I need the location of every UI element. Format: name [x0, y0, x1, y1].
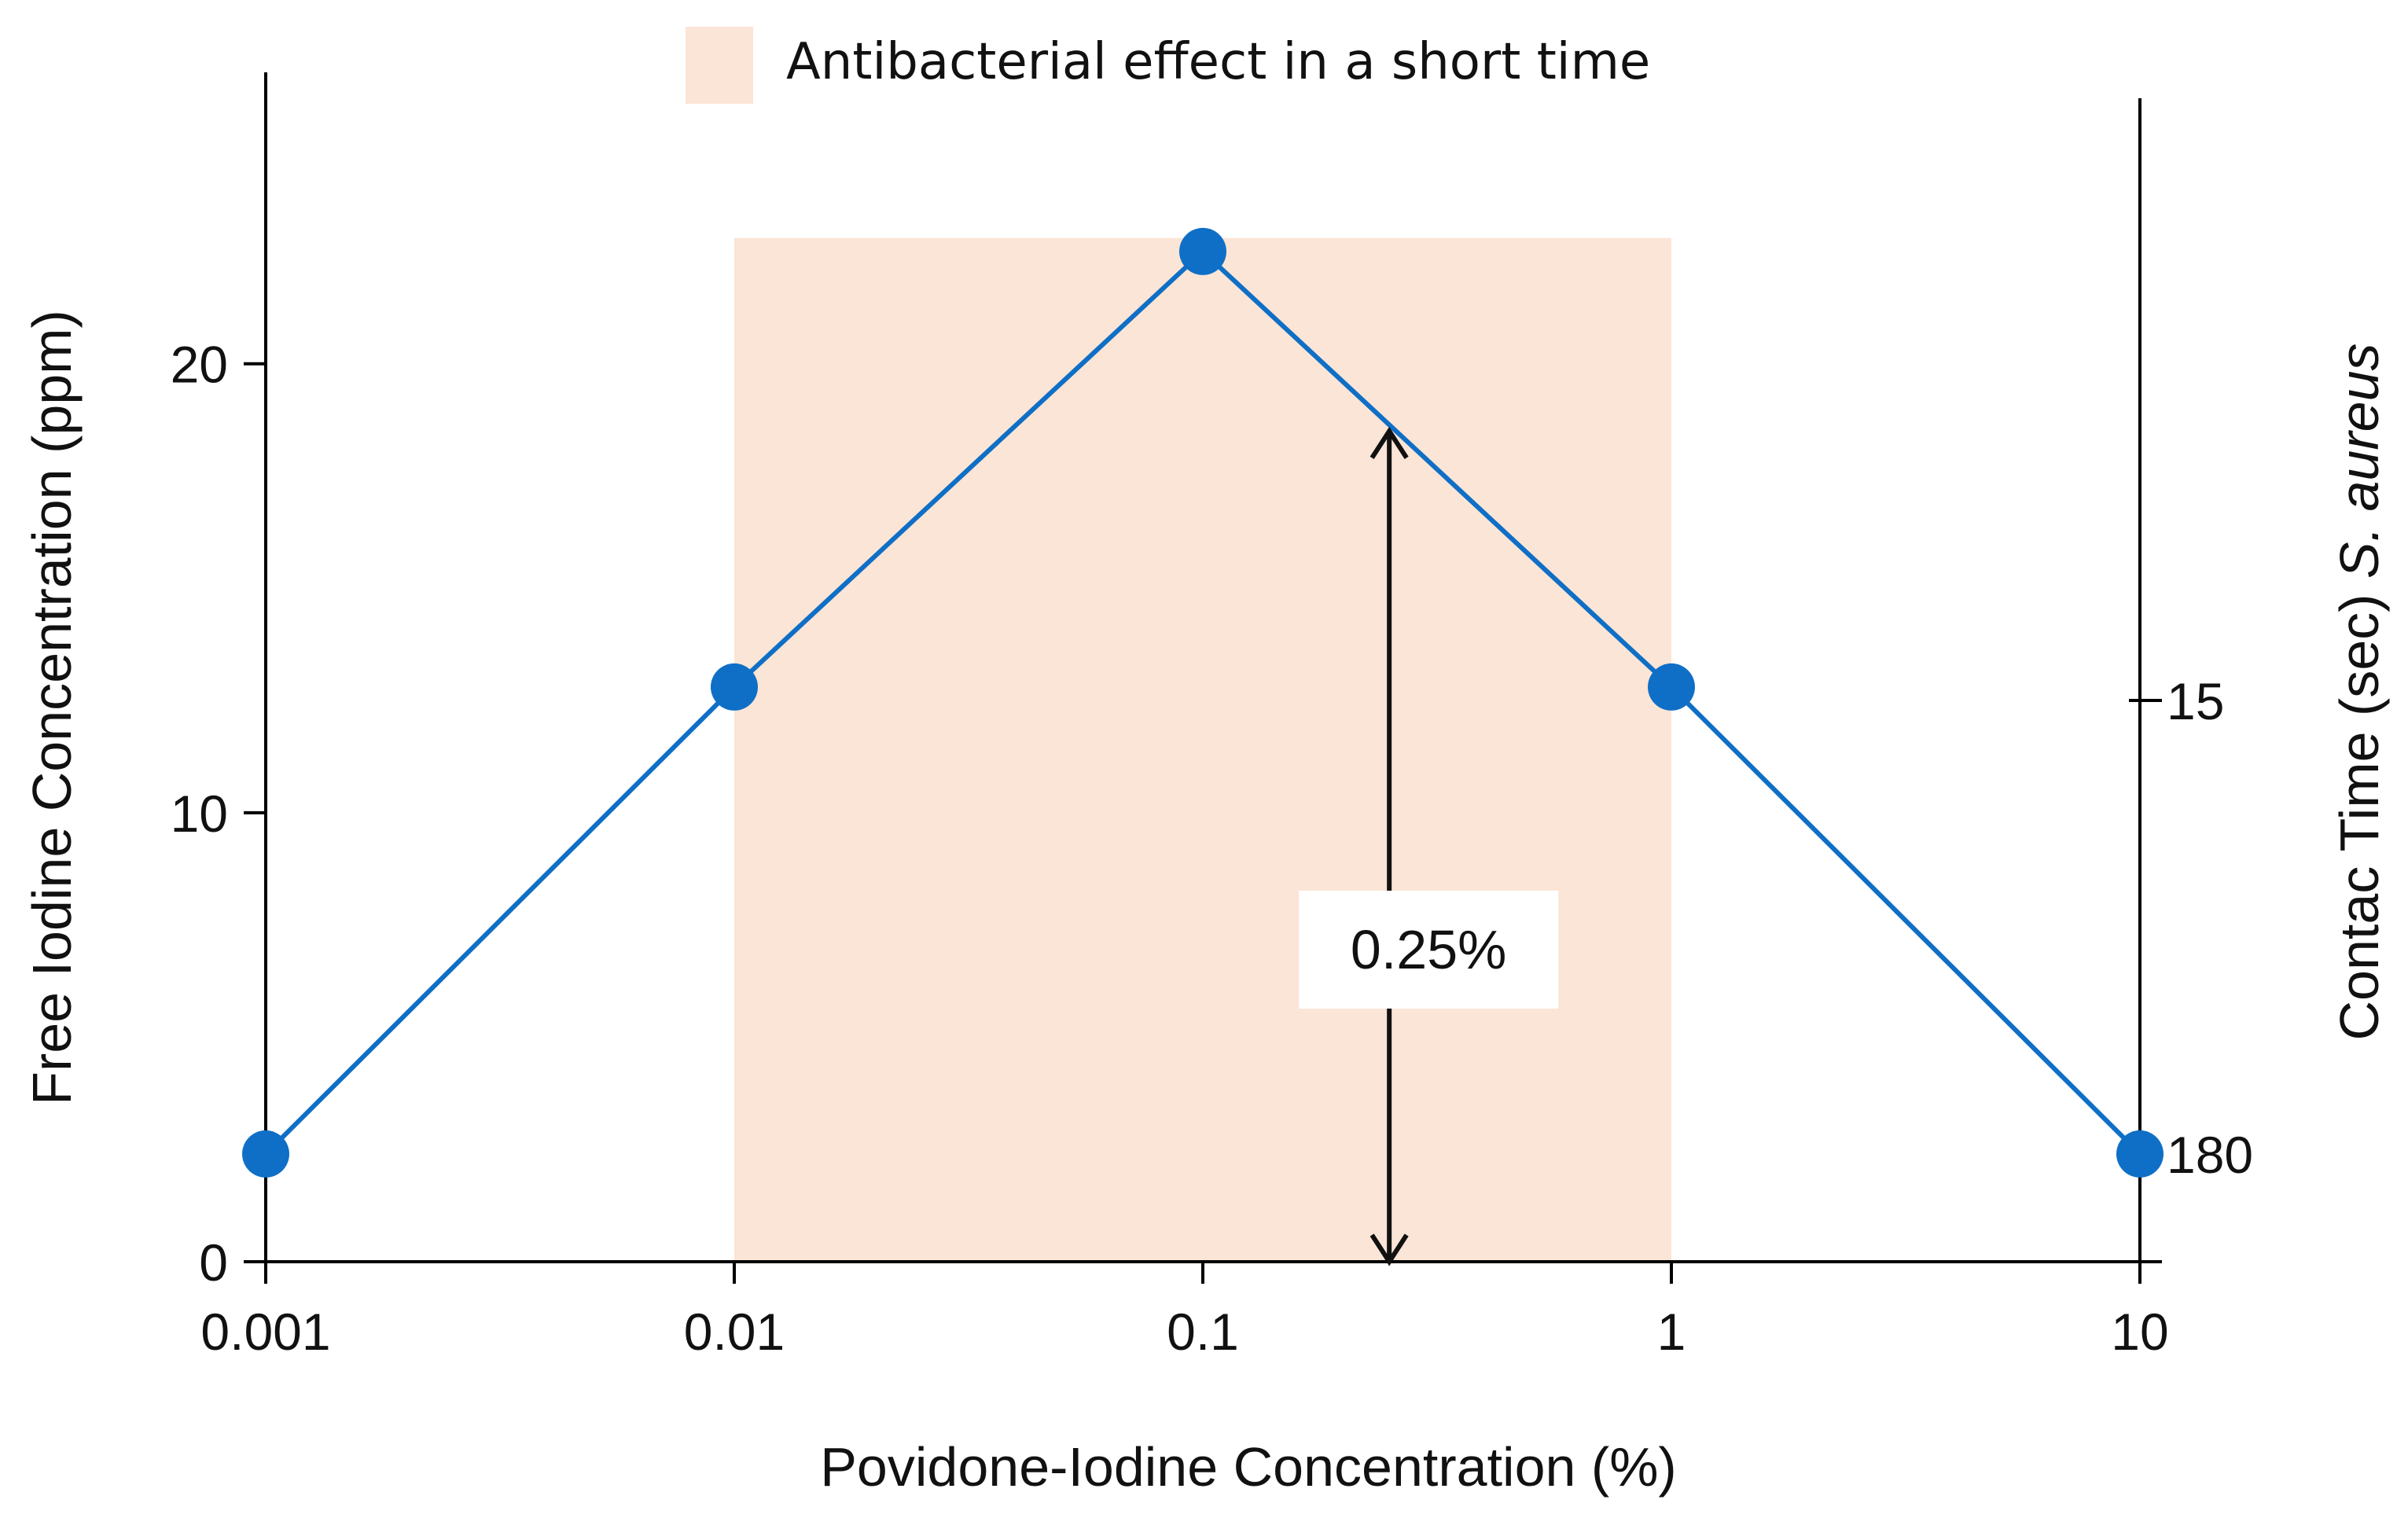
- annotation: 0.25%: [1299, 426, 1559, 1266]
- y2-axis-label-italic: S. aureus: [2329, 343, 2390, 579]
- y2-tick-label: 180: [2167, 1126, 2253, 1184]
- annotation-label: 0.25%: [1351, 919, 1506, 980]
- data-point: [1179, 227, 1226, 275]
- series-points: [242, 227, 2164, 1178]
- y-tick-label: 20: [171, 336, 228, 394]
- data-point: [711, 663, 758, 711]
- annotation-arrow-head-top: [1369, 426, 1409, 459]
- x-axis-label: Povidone-Iodine Concentration (%): [820, 1436, 1677, 1498]
- y-tick-label: 0: [199, 1233, 228, 1292]
- x-tick-label: 0.001: [200, 1303, 330, 1361]
- data-point: [242, 1130, 289, 1178]
- x-tick-label: 0.01: [684, 1303, 785, 1361]
- legend-swatch: [686, 27, 753, 104]
- y2-tick-label: 15: [2167, 672, 2224, 730]
- highlight-region: [734, 237, 1671, 1262]
- x-ticks: 0.001 0.01 0.1 1 10: [200, 1262, 2169, 1361]
- legend-label: Antibacterial effect in a short time: [786, 33, 1650, 91]
- annotation-box: [1299, 891, 1559, 1009]
- y-tick-label: 10: [171, 785, 228, 843]
- data-point: [1648, 663, 1695, 711]
- annotation-arrow-head-bottom: [1369, 1233, 1409, 1266]
- y2-axis-label-prefix: Contac Time (sec): [2329, 579, 2390, 1040]
- y2-ticks: 15 180: [2129, 672, 2253, 1184]
- x-tick-label: 1: [1657, 1303, 1686, 1361]
- y-axis-label: Free Iodine Concentration (ppm): [21, 310, 83, 1105]
- x-tick-label: 0.1: [1167, 1303, 1239, 1361]
- data-point: [2116, 1130, 2164, 1178]
- y-ticks: 0 10 20: [171, 336, 266, 1292]
- y2-axis-label: Contac Time (sec) S. aureus: [2329, 343, 2390, 1040]
- x-tick-label: 10: [2111, 1303, 2168, 1361]
- legend: Antibacterial effect in a short time: [686, 27, 1650, 104]
